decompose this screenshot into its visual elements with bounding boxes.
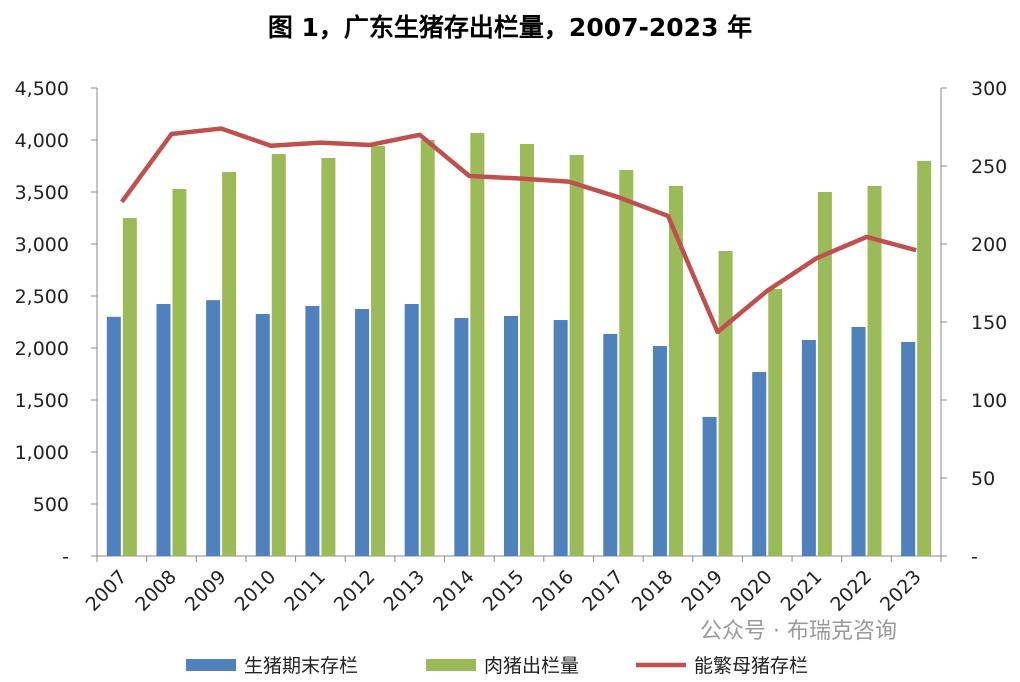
x-tick-label: 2012 [330, 566, 380, 616]
bar-inventory [206, 300, 221, 556]
x-tick-label: 2020 [727, 566, 777, 616]
bar-slaughter [718, 250, 733, 556]
chart-title: 图 1，广东生猪存出栏量，2007-2023 年 [267, 13, 753, 42]
bar-slaughter [371, 146, 386, 557]
bar-slaughter [867, 185, 882, 556]
right-tick-label: - [971, 546, 978, 568]
bar-slaughter [917, 161, 932, 556]
bar-slaughter [420, 140, 435, 556]
left-tick-label: 1,500 [15, 390, 69, 412]
right-tick-label: 250 [971, 156, 1007, 178]
bar-inventory [851, 326, 866, 556]
right-tick-label: 200 [971, 234, 1007, 256]
bar-inventory [255, 313, 270, 556]
left-tick-label: 1,000 [15, 442, 69, 464]
x-tick-label: 2010 [231, 566, 281, 616]
bar-slaughter [470, 133, 485, 557]
bar-inventory [106, 316, 121, 556]
left-tick-label: 2,500 [15, 286, 69, 308]
right-tick-label: 150 [971, 312, 1007, 334]
right-tick-label: 100 [971, 390, 1007, 412]
bar-slaughter [817, 192, 832, 556]
x-tick-label: 2007 [82, 566, 132, 616]
bar-slaughter [122, 218, 137, 556]
left-tick-label: 500 [33, 494, 69, 516]
bar-inventory [752, 372, 767, 556]
bar-slaughter [271, 154, 286, 557]
x-tick-label: 2015 [479, 566, 529, 616]
x-tick-label: 2016 [528, 566, 578, 616]
watermark: 公众号 · 布瑞克咨询 [700, 619, 897, 644]
bar-slaughter [569, 154, 584, 556]
bar-inventory [901, 341, 916, 556]
legend-label: 肉猪出栏量 [484, 655, 579, 677]
bar-slaughter [768, 289, 783, 556]
right-tick-label: 300 [971, 78, 1007, 100]
bar-inventory [801, 339, 816, 556]
bar-inventory [156, 304, 171, 556]
bar-slaughter [321, 157, 336, 556]
bar-slaughter [668, 185, 683, 556]
left-tick-label: 4,000 [15, 130, 69, 152]
x-tick-label: 2022 [826, 566, 876, 616]
x-tick-label: 2009 [181, 566, 231, 616]
legend-label: 能繁母猪存栏 [694, 655, 808, 677]
x-tick-label: 2017 [578, 566, 628, 616]
legend-label: 生猪期末存栏 [244, 655, 358, 677]
left-tick-label: 4,500 [15, 78, 69, 100]
x-tick-label: 2013 [379, 566, 429, 616]
right-tick-label: 50 [971, 468, 995, 490]
legend-swatch [186, 659, 236, 671]
x-tick-label: 2008 [131, 566, 181, 616]
bar-inventory [404, 304, 419, 556]
bar-slaughter [619, 169, 634, 556]
x-tick-label: 2018 [628, 566, 678, 616]
left-tick-label: 2,000 [15, 338, 69, 360]
left-tick-label: 3,500 [15, 182, 69, 204]
left-tick-label: - [62, 546, 69, 568]
x-tick-label: 2011 [280, 566, 330, 616]
x-tick-label: 2021 [777, 566, 827, 616]
bar-inventory [553, 320, 568, 556]
bar-slaughter [172, 188, 187, 556]
left-tick-label: 3,000 [15, 234, 69, 256]
x-tick-label: 2023 [876, 566, 926, 616]
bar-inventory [504, 315, 518, 556]
bar-slaughter [222, 172, 237, 557]
bar-slaughter [520, 143, 534, 556]
bar-inventory [652, 346, 667, 556]
bar-inventory [305, 305, 320, 556]
x-tick-label: 2019 [677, 566, 727, 616]
bar-inventory [454, 318, 469, 556]
bar-inventory [603, 333, 618, 556]
bar-inventory [355, 309, 370, 556]
legend-swatch [426, 659, 476, 671]
bar-inventory [702, 416, 717, 556]
x-tick-label: 2014 [429, 566, 479, 616]
line-sow-inventory [120, 126, 917, 335]
